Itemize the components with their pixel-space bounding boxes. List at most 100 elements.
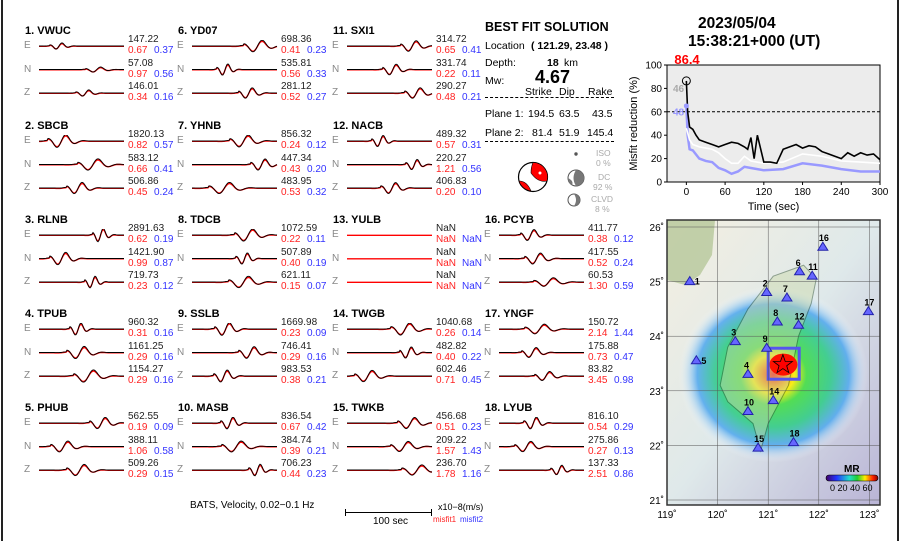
- clvd-icon: [567, 193, 581, 207]
- misfit1-value: 0.45: [128, 187, 148, 198]
- station-triangle-icon: [792, 319, 805, 329]
- misfit2-value: NaN: [462, 281, 483, 292]
- misfit2-value: 0.11: [307, 234, 326, 245]
- station-label: 2: [763, 279, 768, 289]
- observed-trace: [39, 158, 124, 171]
- station-title: 7. YHNB: [178, 120, 222, 132]
- strike-header: Strike: [525, 86, 552, 98]
- component-label: N: [177, 252, 185, 264]
- misfit2-value: 0.41: [154, 163, 174, 175]
- amplitude-value: 57.08: [128, 57, 154, 69]
- component-label: N: [24, 346, 32, 358]
- misfit1-value: 1.78: [436, 469, 456, 480]
- misfit2-value: 1.16: [462, 469, 482, 480]
- amplitude-value: 856.32: [281, 129, 312, 140]
- amplitude-value: 137.33: [588, 458, 619, 469]
- component-label: Z: [24, 370, 31, 381]
- station-triangle-icon: [771, 316, 784, 326]
- x-tick-label: 120: [755, 187, 772, 198]
- observed-trace: [39, 440, 124, 453]
- observed-trace: [192, 440, 277, 453]
- plane1-dip: 63.5: [559, 108, 580, 120]
- amplitude-value: 1669.98: [281, 317, 318, 328]
- amplitude-value: 1040.68: [436, 317, 473, 328]
- component-label: Z: [24, 464, 31, 475]
- misfit2-value: 0.12: [154, 281, 174, 292]
- misfit1-value: 0.67: [281, 422, 301, 433]
- amplitude-value: 509.26: [128, 458, 159, 469]
- component-label: N: [177, 346, 185, 358]
- observed-trace: [347, 346, 432, 359]
- observed-trace: [499, 371, 584, 381]
- lat-tick-label: 21˚: [650, 495, 664, 507]
- lon-tick-label: 121˚: [758, 509, 778, 521]
- amplitude-value: 220.27: [436, 152, 467, 164]
- component-label: E: [24, 40, 31, 51]
- station-label: 8: [773, 308, 778, 318]
- component-label: E: [332, 229, 339, 240]
- station-title: 2. SBCB: [25, 120, 69, 132]
- amplitude-value: 147.22: [128, 34, 159, 45]
- misfit1-value: 0.99: [128, 257, 148, 269]
- dip-header: Dip: [559, 86, 575, 98]
- misfit1-value: 0.43: [281, 163, 301, 175]
- peak-label: 86.4: [674, 52, 700, 67]
- misfit1-value: 0.52: [588, 257, 608, 269]
- observed-trace: [39, 345, 124, 360]
- misfit1-value: 0.44: [281, 469, 301, 480]
- lat-tick-label: 26˚: [650, 222, 664, 234]
- station-title: 10. MASB: [178, 402, 229, 414]
- misfit2-value: 0.10: [462, 187, 482, 198]
- plane1-strike: 194.5: [528, 108, 555, 120]
- amplitude-value: NaN: [436, 270, 457, 281]
- component-label: N: [24, 63, 32, 75]
- misfit2-value: 0.22: [462, 351, 482, 363]
- misfit2-value: 0.16: [307, 351, 327, 363]
- observed-trace: [499, 323, 584, 335]
- station-triangle-icon: [793, 265, 806, 276]
- misfit1-value: 0.53: [281, 187, 301, 198]
- observed-trace: [192, 63, 277, 76]
- component-label: E: [484, 417, 491, 428]
- misfit2-value: 0.56: [462, 163, 482, 175]
- y-tick-label: 20: [651, 154, 663, 165]
- station-triangle-icon: [862, 305, 875, 316]
- station-triangle-icon: [683, 275, 696, 286]
- amplitude-value: 816.10: [588, 411, 619, 422]
- blue-series-label: 48: [673, 107, 685, 118]
- station-label: 16: [819, 233, 829, 243]
- observed-trace: [39, 463, 124, 477]
- observed-trace: [347, 464, 432, 476]
- station-triangle-icon: [752, 442, 764, 452]
- observed-trace: [347, 63, 432, 76]
- amplitude-value: 960.32: [128, 317, 159, 328]
- misfit2-value: 0.16: [154, 328, 174, 339]
- misfit1-value: 0.73: [588, 351, 608, 363]
- amplitude-value: 482.82: [436, 340, 467, 352]
- amplitude-value: 507.89: [281, 246, 312, 258]
- misfit1-value: 0.71: [436, 375, 456, 386]
- misfit-reduction-chart: 0 60 120 180 240 300 0 20 40 60 80 100 Time (sec) Mis…: [628, 52, 889, 213]
- plane2-dip: 51.9: [559, 127, 580, 139]
- misfit1-value: NaN: [436, 257, 457, 269]
- misfit1-value: 0.41: [281, 45, 301, 56]
- component-label: E: [332, 323, 339, 334]
- station-label: 4: [744, 360, 749, 370]
- observed-trace: [39, 229, 124, 243]
- amplitude-value: 388.11: [128, 434, 158, 446]
- misfit1-value: 1.06: [128, 445, 148, 457]
- event-date: 2023/05/04: [698, 15, 776, 32]
- station-label: 3: [731, 328, 736, 338]
- misfit1-value: 0.23: [128, 281, 148, 292]
- amplitude-value: 83.82: [588, 364, 614, 375]
- plane1-label: Plane 1:: [485, 108, 524, 120]
- amplitude-value: 275.86: [588, 434, 619, 446]
- amplitude-value: 1820.13: [128, 129, 165, 140]
- station-triangle-icon: [760, 342, 773, 352]
- amplitude-value: 406.83: [436, 176, 467, 187]
- amplitude-value: 489.32: [436, 129, 467, 140]
- amplitude-value: 562.55: [128, 411, 159, 422]
- station-waveforms: [39, 417, 125, 477]
- misfit1-value: 0.29: [128, 351, 148, 363]
- misfit1-value: 0.22: [436, 68, 456, 80]
